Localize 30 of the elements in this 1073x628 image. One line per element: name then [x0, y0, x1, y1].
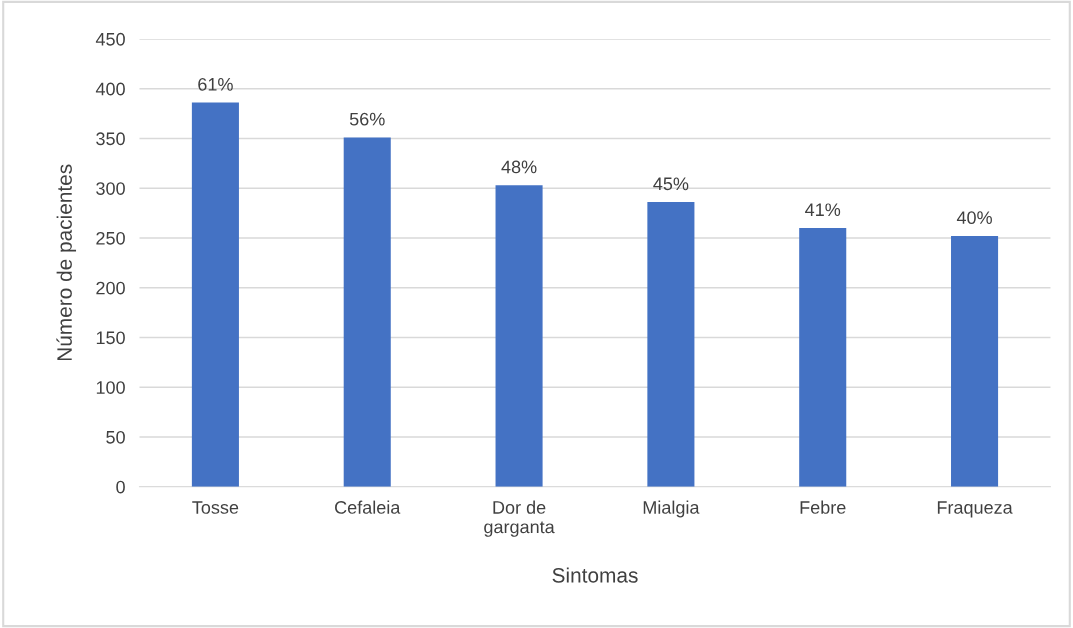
y-tick-label: 300 — [96, 182, 125, 195]
annotation: 48% — [501, 160, 537, 174]
x-tick-label: Dor de garganta — [484, 500, 555, 537]
y-tick-label: 100 — [96, 381, 125, 394]
annotation: 40% — [956, 211, 992, 225]
y-tick-label: 200 — [96, 281, 125, 295]
bar — [647, 202, 695, 487]
annotation: 61% — [198, 77, 233, 91]
y-tick-label: 50 — [106, 430, 125, 444]
annotation: 41% — [805, 203, 841, 217]
x-axis-title: Sintomas — [552, 567, 638, 583]
y-tick-label: 250 — [96, 231, 125, 245]
annotation: 56% — [349, 112, 385, 126]
x-tick-label: Mialgia — [643, 500, 700, 518]
y-tick-label: 450 — [95, 32, 125, 46]
y-tick-label: 150 — [96, 331, 125, 345]
bar — [951, 235, 999, 487]
y-tick-label: 0 — [116, 480, 125, 494]
bar — [495, 185, 543, 487]
annotation: 45% — [653, 177, 689, 191]
y-axis-title: Número de pacientes — [56, 164, 77, 361]
y-tick-label: 350 — [96, 132, 125, 146]
bar — [191, 102, 239, 487]
x-tick-label: Tosse — [192, 501, 239, 514]
bar — [343, 137, 391, 487]
y-tick-label: 400 — [95, 82, 125, 96]
x-tick-label: Febre — [800, 500, 846, 514]
bar — [799, 227, 847, 487]
x-tick-label: Cefaleia — [335, 500, 401, 514]
x-tick-label: Fraqueza — [937, 501, 1013, 518]
